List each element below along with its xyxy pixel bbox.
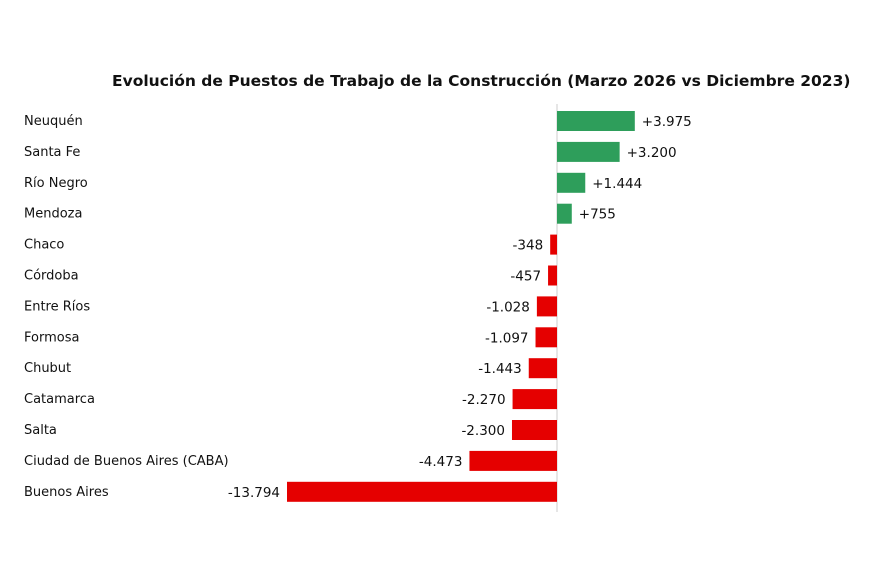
bars-layer <box>287 111 635 502</box>
category-label: Río Negro <box>24 176 88 191</box>
bar <box>536 296 557 317</box>
bar-value-label: -457 <box>510 269 541 285</box>
bar-value-label: +3.975 <box>642 114 692 130</box>
bar <box>287 481 557 502</box>
bar-value-label: -1.097 <box>485 330 529 346</box>
bar <box>528 358 557 379</box>
bar-value-label: +1.444 <box>592 176 642 192</box>
bar <box>511 420 557 440</box>
category-label: Formosa <box>24 330 79 345</box>
bar-value-label: -4.473 <box>419 454 463 470</box>
bar-value-label: -2.270 <box>462 392 506 408</box>
category-label: Salta <box>24 423 57 438</box>
bar-value-label: -1.443 <box>478 361 522 377</box>
category-label: Catamarca <box>24 392 95 407</box>
bar <box>557 111 635 131</box>
bar <box>469 450 557 471</box>
bar-value-label: +755 <box>579 207 616 223</box>
category-label: Chubut <box>24 361 71 376</box>
category-label: Chaco <box>24 238 64 253</box>
category-label: Mendoza <box>24 207 82 222</box>
bar-value-label: -2.300 <box>461 423 505 439</box>
category-label: Buenos Aires <box>24 485 109 500</box>
bar <box>535 327 557 348</box>
bar <box>512 389 557 410</box>
labels-layer: Neuquén +3.975 Santa Fe +3.200 Río Negro +1.4… <box>24 114 692 501</box>
category-label: Neuquén <box>24 114 83 129</box>
bar <box>548 265 557 286</box>
bar-value-label: +3.200 <box>627 145 677 161</box>
chart-title: Evolución de Puestos de Trabajo de la Co… <box>112 72 850 90</box>
bar-value-label: -348 <box>513 238 544 254</box>
bar <box>557 141 620 162</box>
bar <box>557 203 572 224</box>
bar-value-label: -1.028 <box>486 299 530 315</box>
bar <box>550 234 557 255</box>
category-label: Ciudad de Buenos Aires (CABA) <box>24 454 229 469</box>
category-label: Córdoba <box>24 269 79 284</box>
bar-value-label: -13.794 <box>228 485 280 501</box>
category-label: Santa Fe <box>24 145 80 160</box>
category-label: Entre Ríos <box>24 299 90 314</box>
bar <box>557 172 586 193</box>
